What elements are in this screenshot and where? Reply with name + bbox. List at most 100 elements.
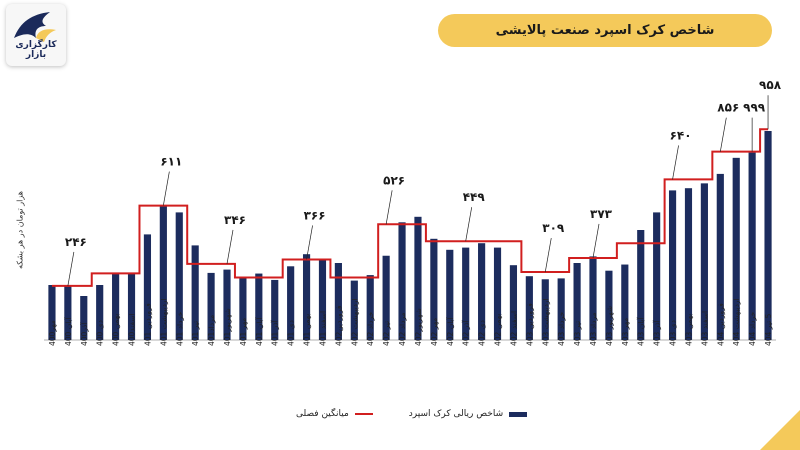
bar bbox=[191, 245, 199, 340]
bar bbox=[493, 247, 502, 340]
bar bbox=[605, 270, 613, 340]
x-tick-label: دی 400 bbox=[96, 320, 105, 346]
bar bbox=[223, 269, 231, 340]
x-tick-label: تیر 403 bbox=[573, 321, 582, 346]
bar bbox=[334, 263, 342, 340]
bar bbox=[239, 277, 247, 340]
legend-swatch-bar bbox=[509, 411, 528, 417]
x-tick-label: خرداد 402 bbox=[366, 311, 375, 346]
x-tick-label: فروردین402 bbox=[334, 305, 343, 346]
x-tick-label: اسفند 402 bbox=[509, 311, 518, 346]
legend: شاخص ریالی کرک اسپرد میانگین فصلی bbox=[296, 405, 528, 423]
bar bbox=[748, 152, 756, 340]
x-tick-label: بهمن 402 bbox=[494, 314, 503, 346]
annotation-label: ۹۵۸ bbox=[759, 78, 782, 92]
bar bbox=[509, 265, 518, 340]
bar bbox=[684, 188, 693, 340]
x-tick-label: شهریور 403 bbox=[605, 306, 614, 346]
x-tick-label: خرداد 401 bbox=[175, 311, 184, 346]
legend-item-line: میانگین فصلی bbox=[296, 409, 373, 419]
bar bbox=[127, 274, 136, 340]
x-tick-label: آذر 403 bbox=[652, 319, 662, 346]
eagle-logo-icon bbox=[14, 12, 56, 42]
bar bbox=[446, 249, 454, 340]
bar bbox=[414, 216, 422, 340]
x-tick-label: تیر 401 bbox=[191, 321, 200, 346]
annotation-leader bbox=[226, 229, 234, 264]
bar bbox=[700, 183, 708, 340]
x-tick-label: مرداد401 bbox=[207, 315, 216, 346]
annotation-label: ۳۴۶ bbox=[224, 213, 246, 227]
x-tick-label: شهریور401 bbox=[223, 308, 232, 346]
annotation-label: ۶۴۰ bbox=[670, 128, 692, 142]
x-tick-label: مهر400 bbox=[48, 320, 57, 346]
chart-title: شاخص کرک اسپرد صنعت پالایشی bbox=[438, 14, 772, 47]
x-tick-label: فروردین 404 bbox=[716, 303, 725, 346]
x-tick-label: اردیبهشت 403 bbox=[541, 298, 550, 346]
x-tick-label: فروردین 403 bbox=[525, 303, 534, 346]
bar bbox=[302, 254, 311, 340]
bar bbox=[668, 190, 677, 340]
series-line-seasonal-average bbox=[51, 128, 769, 287]
x-tick-label: بهمن 403 bbox=[684, 314, 693, 346]
bar bbox=[732, 157, 740, 340]
annotation-label: ۵۲۶ bbox=[383, 173, 405, 187]
bar bbox=[271, 279, 279, 340]
annotation-label: ۸۵۶ bbox=[717, 101, 739, 115]
annotation-label: ۹۹۹ bbox=[743, 101, 766, 115]
x-tick-label: آذر 402 bbox=[461, 319, 471, 346]
annotation-leader bbox=[163, 171, 170, 206]
x-tick-label: اسفند 401 bbox=[318, 311, 327, 346]
bar bbox=[96, 285, 104, 340]
bar bbox=[287, 266, 295, 340]
annotation-leader bbox=[67, 251, 75, 286]
x-tick-label: آبان 400 bbox=[63, 316, 73, 346]
bar bbox=[573, 263, 581, 340]
x-tick-label: دی 401 bbox=[287, 320, 296, 346]
x-tick-label: اردیبهشت 402 bbox=[350, 298, 359, 346]
x-tick-label: دی 402 bbox=[478, 320, 487, 346]
bar bbox=[159, 206, 167, 340]
x-tick-label: مهر 401 bbox=[239, 318, 248, 346]
x-tick-label: آبان 402 bbox=[445, 316, 455, 346]
bar bbox=[462, 247, 470, 340]
bar bbox=[589, 256, 597, 340]
annotation-label: ۳۰۹ bbox=[542, 221, 565, 235]
legend-label-bars: شاخص ریالی کرک اسپرد bbox=[408, 409, 504, 419]
bar bbox=[653, 212, 661, 340]
bar bbox=[350, 280, 358, 340]
x-tick-label: آذر400 bbox=[79, 322, 89, 346]
legend-swatch-line bbox=[354, 413, 373, 415]
bar bbox=[207, 272, 215, 340]
x-tick-label: اردیبهشت 401 bbox=[159, 298, 168, 346]
x-tick-label: دی 403 bbox=[669, 320, 678, 346]
x-tick-label: خرداد 403 bbox=[557, 311, 566, 346]
bar bbox=[175, 212, 183, 340]
annotation-label: ۴۴۹ bbox=[463, 190, 486, 204]
bar bbox=[382, 255, 390, 340]
corner-decoration bbox=[760, 410, 800, 450]
x-tick-label: آبان 401 bbox=[254, 316, 264, 346]
x-tick-label: بهمن 400 bbox=[112, 314, 121, 346]
legend-label-line: میانگین فصلی bbox=[296, 409, 349, 419]
annotation-leader bbox=[592, 223, 600, 259]
annotation-label: ۶۱۱ bbox=[160, 155, 182, 169]
x-tick-label: 5 تیر 404 bbox=[764, 313, 773, 346]
annotation-leader bbox=[306, 225, 313, 260]
x-tick-label: آذر 401 bbox=[270, 319, 280, 346]
annotation-label: ۳۷۳ bbox=[590, 207, 613, 221]
x-tick-label: اردیبهشت 404 bbox=[732, 298, 741, 346]
bar bbox=[637, 230, 645, 340]
x-tick-label: مرداد 403 bbox=[589, 312, 598, 346]
bar bbox=[80, 296, 88, 340]
annotation-label: ۲۴۶ bbox=[65, 235, 87, 249]
annotation-leader bbox=[544, 237, 552, 273]
bar bbox=[318, 258, 327, 340]
bar bbox=[716, 173, 724, 340]
annotation-leader bbox=[719, 117, 727, 152]
bar bbox=[398, 222, 406, 340]
bar bbox=[525, 276, 533, 340]
bar bbox=[143, 234, 152, 340]
legend-item-bars: شاخص ریالی کرک اسپرد bbox=[408, 409, 528, 419]
